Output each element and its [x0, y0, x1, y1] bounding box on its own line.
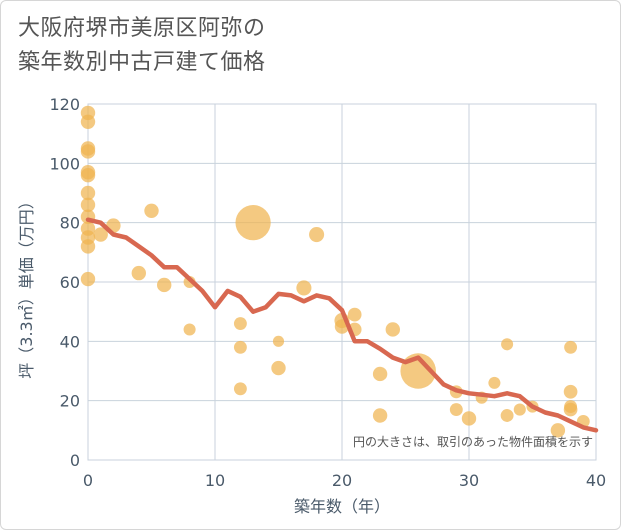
data-bubble	[550, 423, 566, 438]
chart-title: 大阪府堺市美原区阿弥の 築年数別中古戸建て価格	[18, 12, 266, 80]
data-bubble	[488, 376, 501, 389]
data-bubble	[501, 338, 514, 351]
data-bubble	[183, 323, 196, 336]
y-axis-label: 坪（3.3㎡）単価（万円）	[17, 193, 36, 378]
data-bubble	[157, 277, 172, 293]
x-tick-label: 40	[586, 471, 606, 490]
data-bubble	[461, 411, 477, 426]
y-tick-label: 100	[49, 154, 80, 173]
x-tick-label: 0	[83, 471, 93, 490]
data-bubble	[309, 226, 325, 243]
grid-lines	[87, 103, 597, 461]
data-bubble	[563, 402, 578, 417]
chart-title-line1: 大阪府堺市美原区阿弥の	[18, 16, 266, 41]
y-tick-label: 20	[60, 392, 80, 411]
data-bubble	[80, 271, 96, 287]
data-bubble	[347, 307, 362, 322]
x-axis-label: 築年数（年）	[294, 497, 390, 516]
data-bubble	[235, 205, 271, 241]
y-tick-label: 40	[60, 332, 80, 351]
data-bubble	[564, 340, 578, 354]
x-tick-label: 10	[205, 471, 225, 490]
y-tick-label: 60	[60, 273, 80, 292]
average-line-layer	[85, 217, 599, 433]
average-price-line	[85, 217, 599, 433]
data-bubble	[93, 227, 108, 242]
bubble-layer	[80, 105, 590, 438]
data-bubble	[80, 239, 96, 254]
chart-title-line2: 築年数別中古戸建て価格	[18, 50, 266, 75]
x-tick-label: 20	[332, 471, 352, 490]
data-bubble	[80, 144, 96, 159]
y-tick-label: 80	[60, 214, 80, 233]
data-bubble	[233, 317, 247, 330]
data-bubble	[385, 322, 400, 337]
y-tick-label: 0	[70, 451, 80, 470]
data-bubble	[80, 197, 96, 213]
data-bubble	[500, 409, 514, 422]
data-bubble	[144, 203, 159, 218]
data-bubble	[131, 265, 146, 281]
data-bubble	[233, 382, 247, 396]
data-bubble	[372, 366, 388, 382]
data-bubble	[372, 408, 388, 423]
data-bubble	[563, 384, 578, 399]
bubble-size-note: 円の大きさは、取引のあった物件面積を示す	[353, 434, 593, 449]
data-bubble	[449, 403, 463, 417]
x-tick-label: 30	[459, 471, 479, 490]
data-bubble	[272, 335, 285, 347]
data-bubble	[513, 403, 526, 416]
data-bubble	[80, 114, 96, 129]
y-tick-label: 120	[49, 95, 80, 114]
data-bubble	[271, 360, 286, 376]
axes-layer: 0 10 20 30 40 0 20 40 60 80 100 120	[49, 95, 606, 490]
data-bubble	[233, 340, 247, 354]
data-bubble	[80, 168, 96, 183]
data-bubble	[80, 185, 96, 201]
data-bubble	[296, 280, 312, 296]
